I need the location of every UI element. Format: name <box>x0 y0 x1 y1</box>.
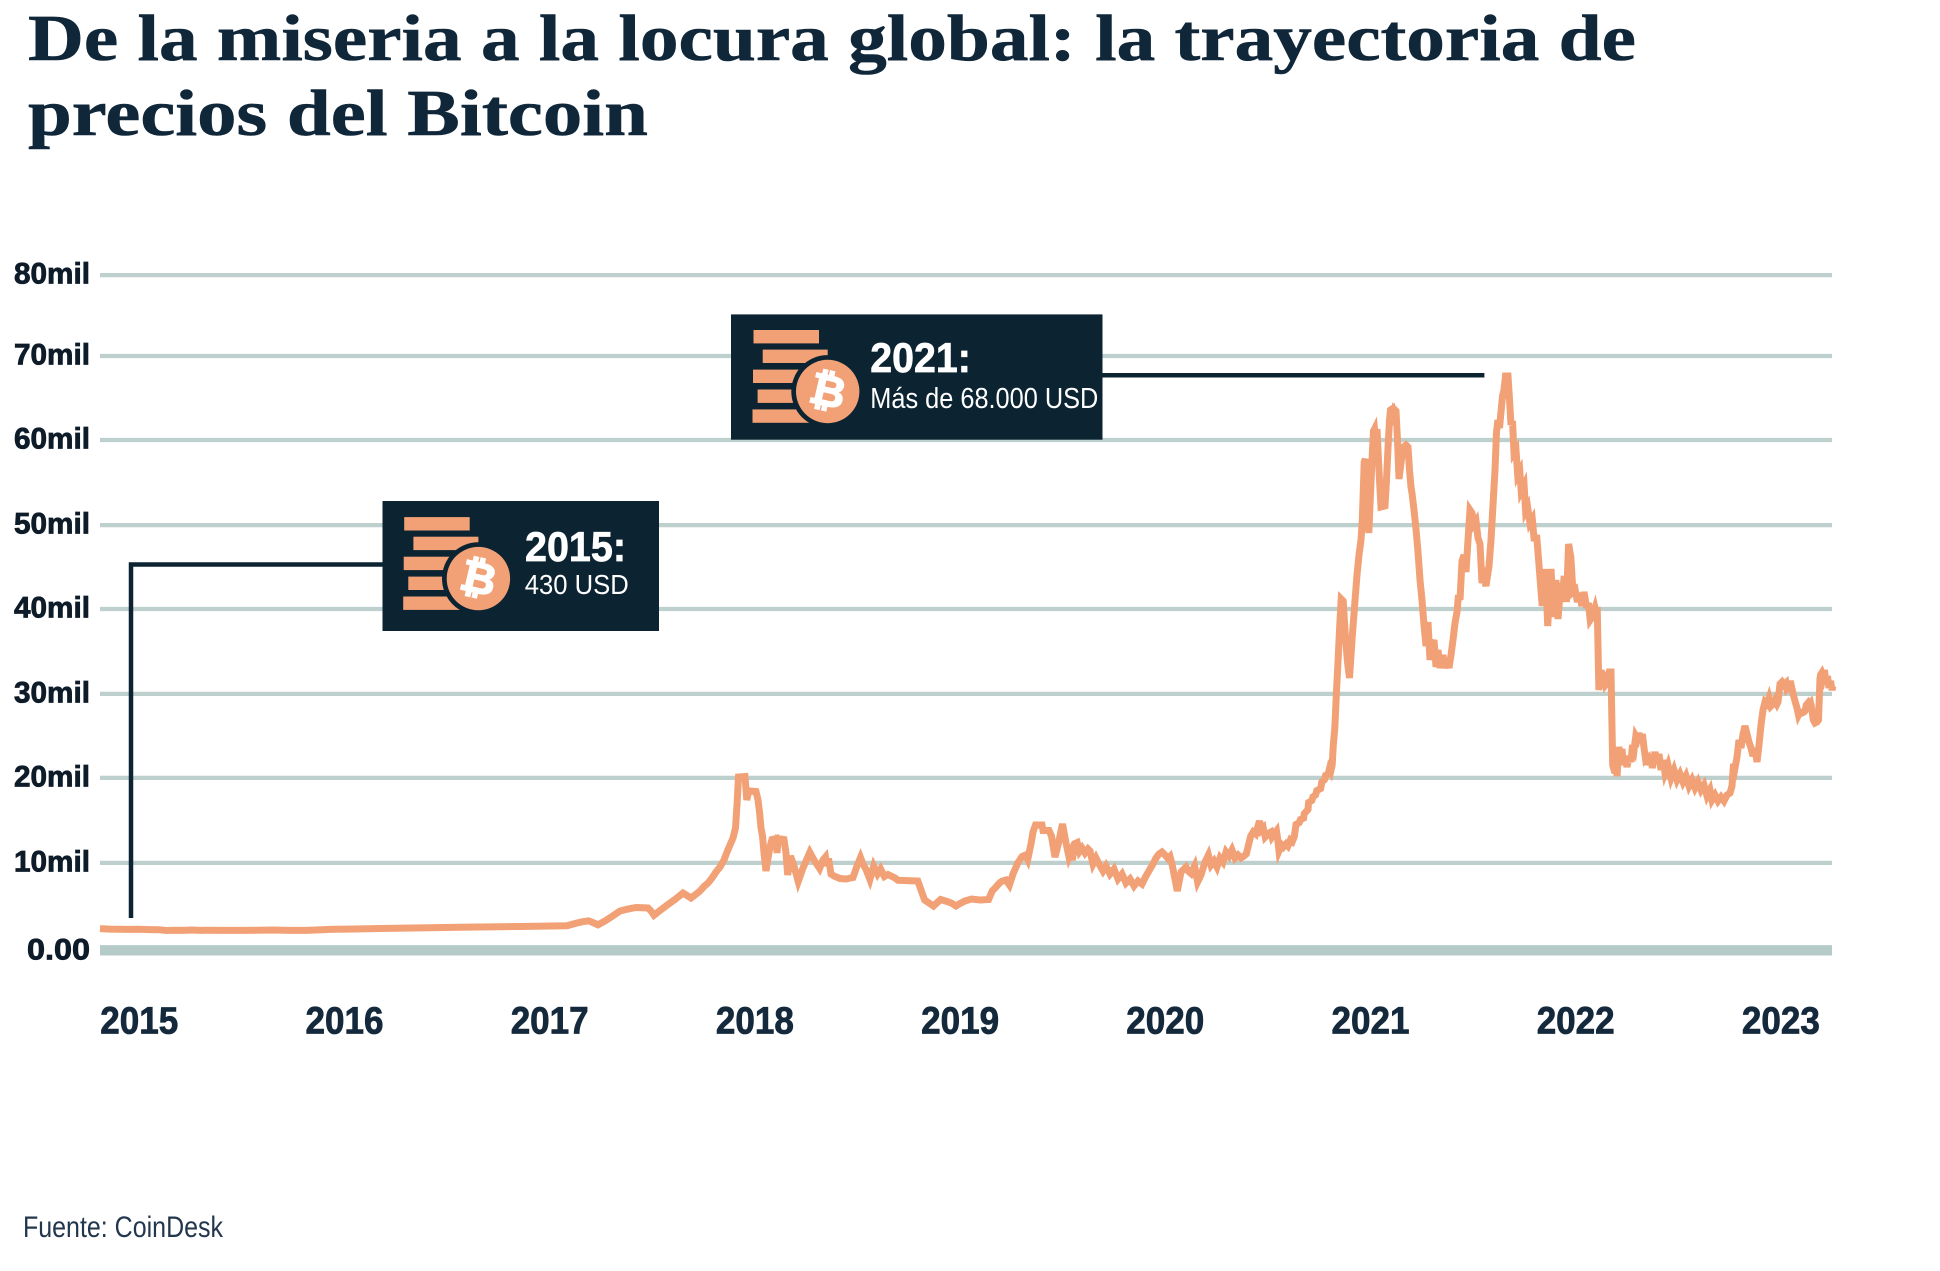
svg-text:Más de 68.000 USD: Más de 68.000 USD <box>870 383 1098 415</box>
svg-text:2019: 2019 <box>921 1001 999 1043</box>
svg-text:2018: 2018 <box>716 1001 794 1043</box>
svg-text:20mil: 20mil <box>14 761 90 794</box>
svg-text:30mil: 30mil <box>14 677 90 710</box>
svg-text:60mil: 60mil <box>14 423 90 456</box>
svg-text:2016: 2016 <box>306 1001 384 1043</box>
svg-text:2015: 2015 <box>100 1001 178 1043</box>
svg-text:2023: 2023 <box>1742 1001 1820 1043</box>
svg-text:2021: 2021 <box>1332 1001 1410 1043</box>
svg-text:40mil: 40mil <box>14 592 90 625</box>
svg-text:10mil: 10mil <box>14 846 90 879</box>
svg-text:2022: 2022 <box>1537 1001 1615 1043</box>
svg-text:2020: 2020 <box>1126 1001 1204 1043</box>
svg-text:De la miseria a la locura glob: De la miseria a la locura global: la tra… <box>28 2 1636 75</box>
svg-text:50mil: 50mil <box>14 508 90 541</box>
svg-text:2015:: 2015: <box>525 523 626 570</box>
svg-text:0.00: 0.00 <box>27 933 90 966</box>
svg-text:Fuente: CoinDesk: Fuente: CoinDesk <box>23 1211 224 1244</box>
svg-text:430 USD: 430 USD <box>525 569 629 600</box>
svg-text:80mil: 80mil <box>14 258 90 291</box>
svg-text:70mil: 70mil <box>14 339 90 372</box>
svg-text:2017: 2017 <box>511 1001 589 1043</box>
svg-text:precios del Bitcoin: precios del Bitcoin <box>28 77 648 150</box>
svg-text:2021:: 2021: <box>870 334 971 381</box>
